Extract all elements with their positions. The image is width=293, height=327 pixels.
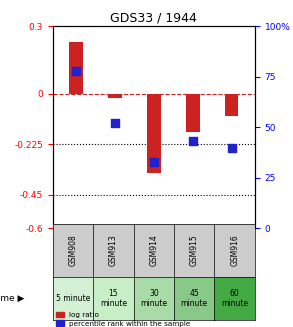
Text: time ▶: time ▶ (0, 294, 24, 303)
Bar (225, 94, 239, 116)
Point (151, 159, 156, 164)
Text: 5 minute: 5 minute (56, 294, 90, 303)
Text: 30
minute: 30 minute (140, 289, 167, 308)
Point (190, 139, 195, 144)
Bar (186, 94, 200, 132)
Point (74, 68, 79, 73)
Legend: log ratio, percentile rank within the sample: log ratio, percentile rank within the sa… (56, 312, 191, 327)
Point (229, 145, 234, 150)
Text: GSM914: GSM914 (149, 235, 158, 267)
Text: 15
minute: 15 minute (100, 289, 127, 308)
Title: GDS33 / 1944: GDS33 / 1944 (110, 12, 197, 25)
Text: GSM913: GSM913 (109, 235, 118, 267)
Text: GSM908: GSM908 (69, 235, 77, 267)
Bar (69, 42, 83, 94)
Bar (108, 94, 122, 98)
Text: 45
minute: 45 minute (181, 289, 208, 308)
Text: GSM916: GSM916 (230, 235, 239, 267)
Text: GSM915: GSM915 (190, 235, 199, 267)
Point (113, 121, 117, 126)
Text: 60
minute: 60 minute (221, 289, 248, 308)
Bar (147, 94, 161, 173)
